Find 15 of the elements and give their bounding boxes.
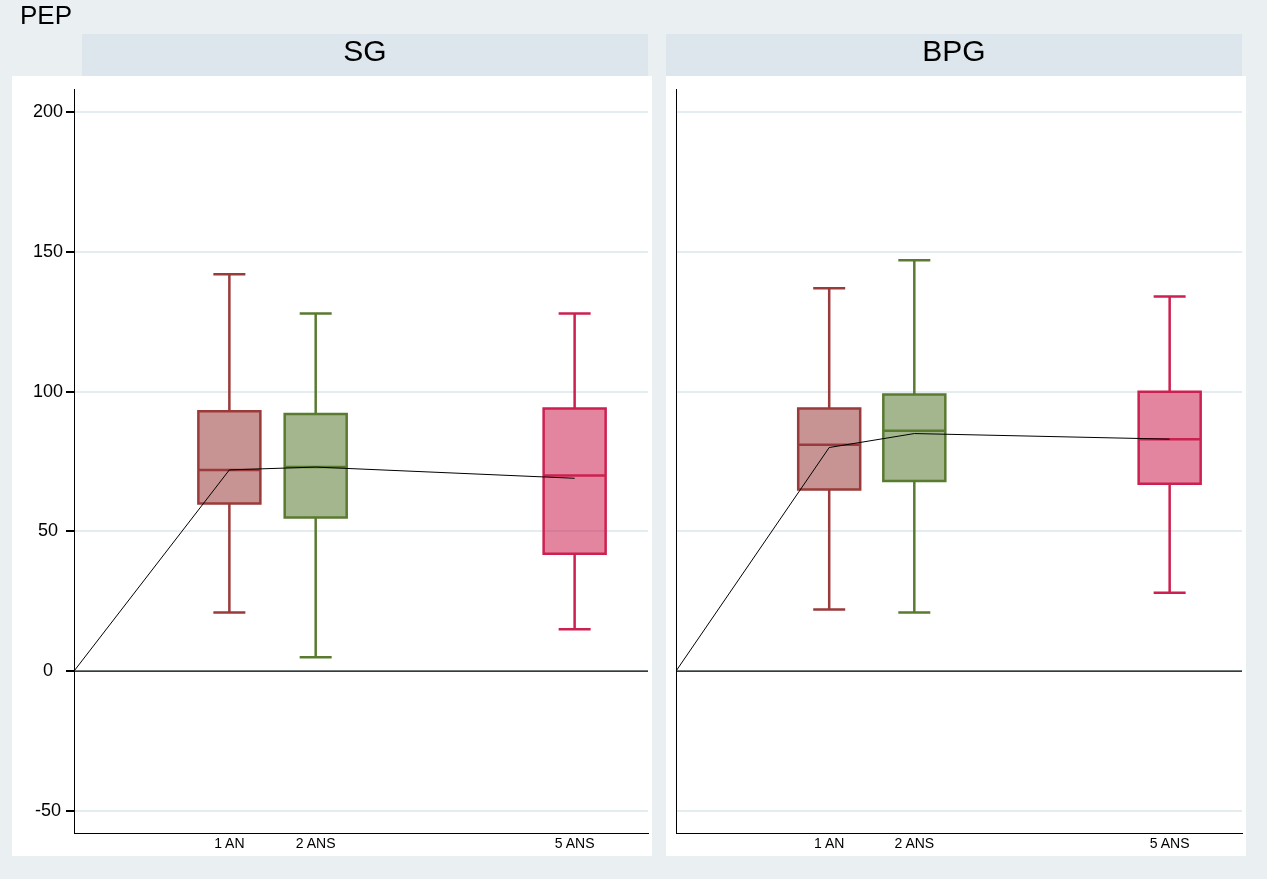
chart-title: BPG bbox=[666, 34, 1242, 76]
x-tick-label: 5 ANS bbox=[554, 835, 595, 852]
y-tick-label: 150 bbox=[32, 240, 64, 261]
x-tick-label: 5 ANS bbox=[1149, 835, 1190, 852]
x-tick-label: 1 AN bbox=[814, 835, 845, 852]
y-tick-label: 200 bbox=[32, 101, 64, 122]
x-tick-label: 1 AN bbox=[214, 835, 245, 852]
y-tick-label: -50 bbox=[34, 799, 61, 820]
x-tick-label: 2 ANS bbox=[894, 835, 935, 852]
y-tick-label: 50 bbox=[37, 520, 58, 541]
x-tick-label: 2 ANS bbox=[295, 835, 336, 852]
y-tick-label: 100 bbox=[32, 380, 64, 401]
y-tick-label: 0 bbox=[42, 660, 53, 681]
chart-title: SG bbox=[82, 34, 648, 76]
y-axis-title: PEP bbox=[20, 0, 74, 32]
